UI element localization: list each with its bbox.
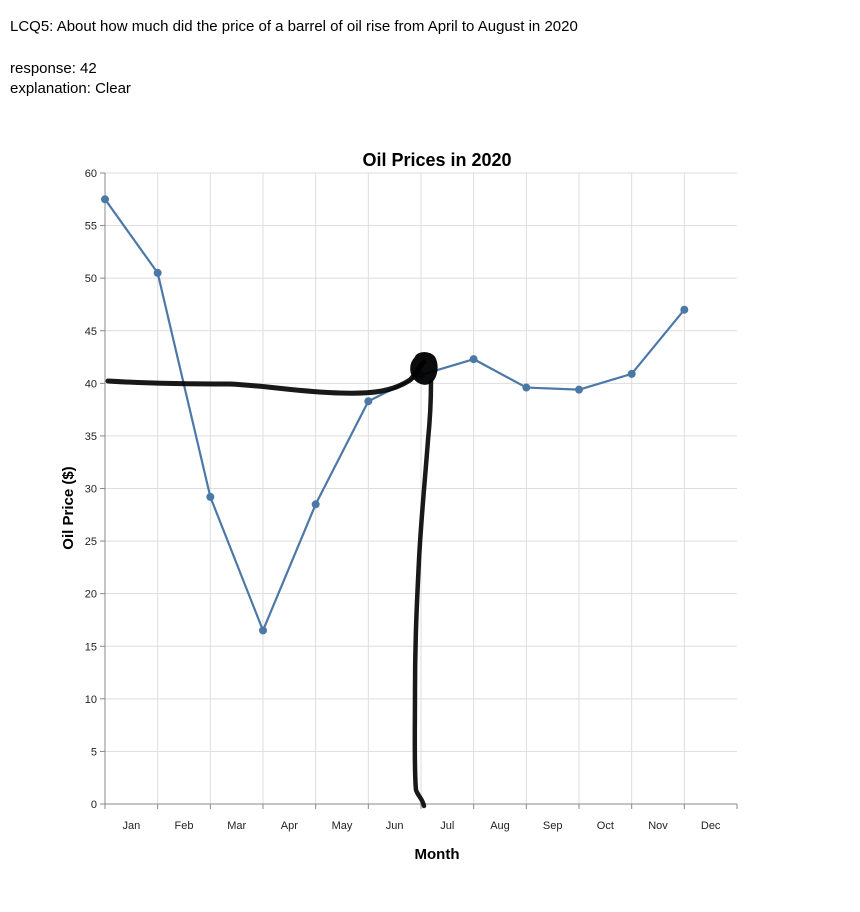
data-point — [206, 492, 215, 501]
x-tick-label: Apr — [281, 820, 298, 832]
data-point — [101, 195, 109, 204]
data-point — [469, 355, 478, 364]
data-point — [575, 385, 583, 394]
y-tick-label: 0 — [91, 799, 97, 811]
y-tick-label: 35 — [85, 431, 97, 443]
data-point — [680, 305, 689, 314]
chart-grid — [104, 172, 737, 805]
y-tick-label: 60 — [85, 168, 97, 180]
x-tick-label: Nov — [648, 820, 668, 832]
data-point — [522, 383, 531, 392]
y-tick-label: 30 — [85, 484, 97, 496]
y-tick-label: 55 — [85, 221, 97, 233]
y-tick-label: 10 — [85, 694, 97, 706]
x-tick-label: Oct — [597, 820, 614, 832]
annotation-horizontal-stroke — [105, 359, 427, 396]
y-tick-label: 40 — [85, 378, 97, 390]
y-tick-label: 20 — [85, 589, 97, 601]
y-tick-label: 50 — [85, 273, 97, 285]
x-tick-label: Mar — [227, 820, 246, 832]
question-text: LCQ5: About how much did the price of a … — [10, 18, 578, 35]
x-tick-label: Jan — [122, 820, 140, 832]
data-point — [153, 268, 162, 277]
y-tick-label: 15 — [85, 641, 97, 653]
x-tick-label: Jul — [440, 820, 454, 832]
x-tick-label: Jun — [386, 820, 404, 832]
handwritten-annotation — [105, 352, 438, 809]
y-tick-label: 45 — [85, 326, 97, 338]
annotation-blob — [410, 352, 438, 385]
x-axis-title: Month — [415, 846, 460, 863]
y-tick-label: 5 — [91, 746, 97, 758]
annotation-vertical-stroke — [412, 379, 434, 809]
response-text: response: 42 — [10, 60, 97, 77]
chart-ticks: 0 5 10 15 20 25 30 35 40 45 50 55 60 Jan Feb Mar Apr May J… — [85, 168, 738, 832]
x-tick-label: May — [332, 820, 353, 832]
x-tick-label: Aug — [490, 820, 510, 832]
y-axis-title: Oil Price ($) — [60, 466, 77, 549]
data-point — [364, 397, 373, 406]
data-point — [259, 626, 267, 635]
chart-series — [101, 195, 689, 635]
x-tick-label: Sep — [543, 820, 563, 832]
data-point — [627, 369, 636, 378]
data-point — [311, 500, 320, 509]
x-tick-label: Dec — [701, 820, 721, 832]
oil-price-line — [104, 198, 686, 632]
x-tick-label: Feb — [175, 820, 194, 832]
explanation-text: explanation: Clear — [10, 80, 131, 97]
y-tick-label: 25 — [85, 536, 97, 548]
chart-title: Oil Prices in 2020 — [362, 150, 511, 170]
